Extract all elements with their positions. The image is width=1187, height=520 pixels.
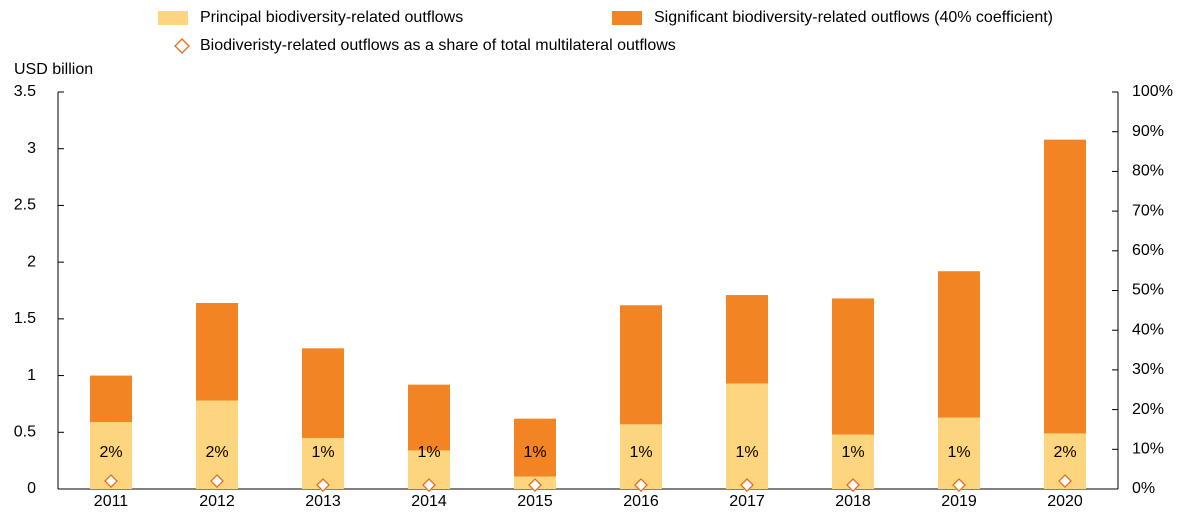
data-label: 2% xyxy=(1053,444,1076,461)
legend-swatch xyxy=(612,11,642,25)
bar-segment xyxy=(514,418,556,477)
data-label: 1% xyxy=(629,444,652,461)
y-tick-label: 3.5 xyxy=(14,83,36,100)
data-label: 2% xyxy=(99,444,122,461)
bar-segment xyxy=(726,295,768,384)
x-tick-label: 2018 xyxy=(835,493,871,510)
share-marker xyxy=(104,474,118,488)
bar-segment xyxy=(196,302,238,401)
data-label: 1% xyxy=(311,444,334,461)
y-tick-label: 1.5 xyxy=(14,310,36,327)
y2-tick-label: 10% xyxy=(1132,441,1164,458)
x-tick-label: 2017 xyxy=(729,493,765,510)
bar-segment xyxy=(620,305,662,425)
y2-tick-label: 20% xyxy=(1132,401,1164,418)
data-label: 1% xyxy=(523,444,546,461)
data-label: 1% xyxy=(417,444,440,461)
data-label: 2% xyxy=(205,444,228,461)
share-marker xyxy=(952,478,966,492)
y2-tick-label: 50% xyxy=(1132,282,1164,299)
y-tick-label: 2.5 xyxy=(14,197,36,214)
y2-tick-label: 90% xyxy=(1132,123,1164,140)
legend-label: Significant biodiversity-related outflow… xyxy=(654,9,1053,26)
data-label: 1% xyxy=(841,444,864,461)
y-axis-label: USD billion xyxy=(14,61,93,78)
share-marker xyxy=(740,478,754,492)
y-tick-label: 1 xyxy=(27,367,36,384)
bar-segment xyxy=(1044,139,1086,434)
x-tick-label: 2013 xyxy=(305,493,341,510)
legend-label: Principal biodiversity-related outflows xyxy=(200,9,463,26)
y-tick-label: 0.5 xyxy=(14,424,36,441)
legend-marker xyxy=(174,38,190,54)
y-tick-label: 2 xyxy=(27,253,36,270)
legend-swatch xyxy=(158,11,188,25)
y2-tick-label: 0% xyxy=(1132,480,1155,497)
data-label: 1% xyxy=(735,444,758,461)
bar-segment xyxy=(726,383,768,489)
x-tick-label: 2020 xyxy=(1047,493,1083,510)
y-tick-label: 3 xyxy=(27,140,36,157)
bar-segment xyxy=(832,298,874,435)
x-tick-label: 2016 xyxy=(623,493,659,510)
share-marker xyxy=(528,478,542,492)
bar-segment xyxy=(90,375,132,423)
x-tick-label: 2011 xyxy=(94,493,129,510)
share-marker xyxy=(422,478,436,492)
bar-segment xyxy=(408,384,450,451)
share-marker xyxy=(634,478,648,492)
y2-tick-label: 30% xyxy=(1132,361,1164,378)
x-tick-label: 2014 xyxy=(411,493,447,510)
share-marker xyxy=(316,478,330,492)
share-marker xyxy=(846,478,860,492)
y2-tick-label: 100% xyxy=(1132,83,1173,100)
y2-tick-label: 40% xyxy=(1132,321,1164,338)
y2-tick-label: 70% xyxy=(1132,202,1164,219)
share-marker xyxy=(1058,474,1072,488)
y-tick-label: 0 xyxy=(27,480,36,497)
x-tick-label: 2019 xyxy=(941,493,977,510)
x-tick-label: 2015 xyxy=(517,493,553,510)
bar-segment xyxy=(938,271,980,418)
data-label: 1% xyxy=(947,444,970,461)
bar-segment xyxy=(938,417,980,489)
y2-tick-label: 80% xyxy=(1132,163,1164,180)
x-tick-label: 2012 xyxy=(199,493,235,510)
bar-segment xyxy=(302,348,344,438)
y2-tick-label: 60% xyxy=(1132,242,1164,259)
legend-label: Biodiveristy-related outflows as a share… xyxy=(200,37,676,54)
share-marker xyxy=(210,474,224,488)
